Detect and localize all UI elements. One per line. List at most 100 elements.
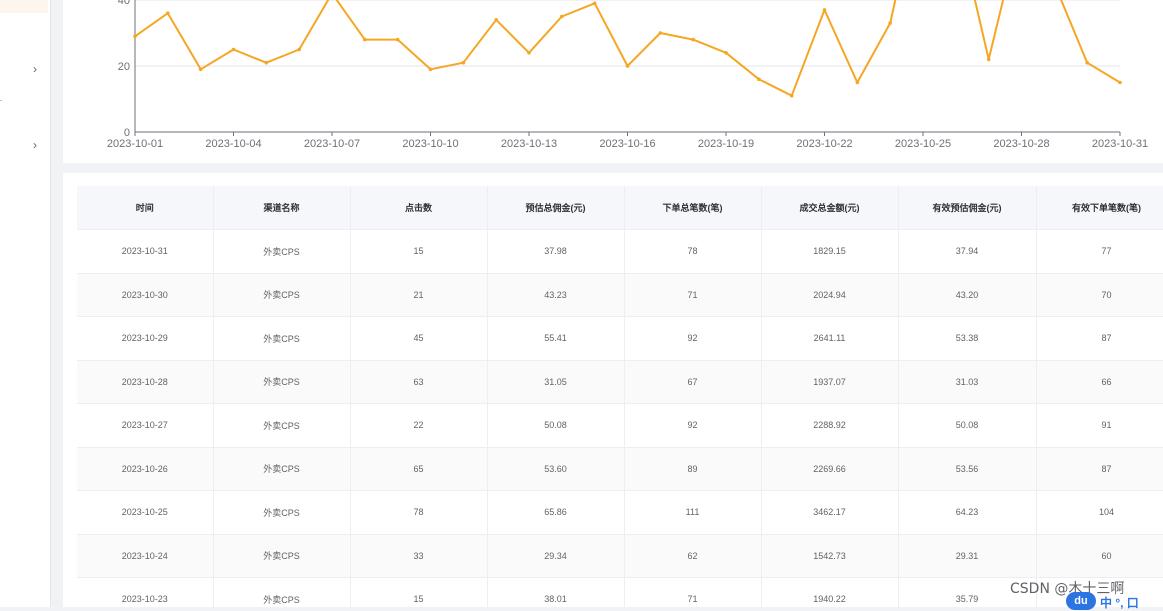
table-cell: 15 <box>350 229 488 274</box>
data-point <box>1118 80 1122 85</box>
table-cell: 外卖CPS <box>213 273 351 317</box>
table-cell: 62 <box>624 534 762 578</box>
series-line <box>134 0 1121 97</box>
table-cell: 37.98 <box>487 229 625 274</box>
table-cell: 87 <box>1036 447 1163 491</box>
table-cell: 31.03 <box>898 360 1037 404</box>
data-point <box>494 18 498 22</box>
x-tick-label: 2023-10-07 <box>304 138 360 150</box>
ime-toolbar[interactable]: 中 °, 口 <box>1100 596 1139 610</box>
data-point <box>855 80 860 85</box>
chevron-right-icon[interactable]: › <box>33 138 37 152</box>
table-cell: 50.08 <box>898 403 1037 448</box>
table-cell: 2024.94 <box>761 273 899 317</box>
table-cell: 65 <box>350 447 488 491</box>
data-point <box>888 21 892 25</box>
table-row[interactable]: 2023-10-29 外卖CPS 45 55.41 92 2641.11 53.38 87 <box>77 316 1163 361</box>
table-cell: 53.60 <box>487 447 625 491</box>
column-header: 点击数 <box>350 186 488 230</box>
table-row[interactable]: 2023-10-28 外卖CPS 63 31.05 67 1937.07 31.03 66 <box>77 360 1163 404</box>
table-cell: 37.94 <box>898 229 1037 274</box>
table-cell: 2288.92 <box>761 403 899 448</box>
table-cell: 31.05 <box>487 360 625 404</box>
table-row[interactable]: 2023-10-30 外卖CPS 21 43.23 71 2024.94 43.20 70 <box>77 273 1163 317</box>
table-cell: 1937.07 <box>761 360 899 404</box>
column-header: 有效预估佣金(元) <box>898 186 1037 230</box>
data-point <box>395 37 400 42</box>
x-tick-label: 2023-10-31 <box>1092 138 1148 150</box>
table-cell: 15 <box>350 577 488 607</box>
table-row[interactable]: 2023-10-31 外卖CPS 15 37.98 78 1829.15 37.94 77 <box>77 229 1163 274</box>
data-table: 时间 渠道名称 点击数 预估总佣金(元) 下单总笔数(笔) 成交总金额(元) 有效预估佣金(… <box>77 186 1163 607</box>
data-point <box>625 64 630 68</box>
table-cell: 2023-10-23 <box>77 577 214 607</box>
table-cell: 2023-10-24 <box>77 534 214 578</box>
table-cell: 65.86 <box>487 490 625 535</box>
table-cell: 2023-10-30 <box>77 273 214 317</box>
sidebar: › › <box>0 0 51 607</box>
x-tick-label: 2023-10-25 <box>895 138 951 150</box>
table-cell: 2023-10-25 <box>77 490 214 535</box>
table-cell: 1940.22 <box>761 577 899 607</box>
table-cell: 71 <box>624 273 762 317</box>
x-tick-label: 2023-10-10 <box>402 138 458 150</box>
chart-card: 0 20 40 2023-10-01 2023-10-04 2023-10-07 2023-… <box>63 0 1163 163</box>
table-cell <box>1036 577 1163 607</box>
table-cell: 104 <box>1036 490 1163 535</box>
table-cell: 2023-10-29 <box>77 316 214 361</box>
column-header: 预估总佣金(元) <box>487 186 625 230</box>
table-cell: 2023-10-31 <box>77 229 214 274</box>
x-tick-label: 2023-10-01 <box>107 138 163 150</box>
table-row[interactable]: 2023-10-27 外卖CPS 22 50.08 92 2288.92 50.08 91 <box>77 403 1163 448</box>
table-cell: 92 <box>624 403 762 448</box>
table-row[interactable]: 2023-10-24 外卖CPS 33 29.34 62 1542.73 29.31 60 <box>77 534 1163 578</box>
table-cell: 外卖CPS <box>213 577 351 607</box>
table-cell: 1542.73 <box>761 534 899 578</box>
chevron-right-icon[interactable]: › <box>33 62 37 76</box>
data-point <box>428 67 433 72</box>
table-cell: 63 <box>350 360 488 404</box>
data-point <box>166 11 170 15</box>
data-point <box>297 47 301 52</box>
table-cell: 35.79 <box>898 577 1037 607</box>
divider <box>0 100 2 101</box>
table-cell: 2641.11 <box>761 316 899 361</box>
x-tick-label: 2023-10-22 <box>796 138 852 150</box>
table-cell: 外卖CPS <box>213 534 351 578</box>
table-cell: 21 <box>350 273 488 317</box>
table-cell: 70 <box>1036 273 1163 317</box>
data-point <box>198 67 203 72</box>
data-point <box>133 34 137 39</box>
table-cell: 外卖CPS <box>213 490 351 535</box>
table-cell: 78 <box>350 490 488 535</box>
x-tick-label: 2023-10-28 <box>993 138 1049 150</box>
table-cell: 71 <box>624 577 762 607</box>
column-header: 成交总金额(元) <box>761 186 899 230</box>
table-cell: 53.38 <box>898 316 1037 361</box>
table-row[interactable]: 2023-10-26 外卖CPS 65 53.60 89 2269.66 53.56 87 <box>77 447 1163 491</box>
table-cell: 外卖CPS <box>213 403 351 448</box>
table-card: 时间 渠道名称 点击数 预估总佣金(元) 下单总笔数(笔) 成交总金额(元) 有效预估佣金(… <box>63 173 1163 607</box>
x-tick-label: 2023-10-19 <box>698 138 754 150</box>
table-cell: 67 <box>624 360 762 404</box>
table-cell: 1829.15 <box>761 229 899 274</box>
table-row[interactable]: 2023-10-25 外卖CPS 78 65.86 111 3462.17 64.23 104 <box>77 490 1163 535</box>
column-header: 下单总笔数(笔) <box>624 186 762 230</box>
data-point <box>1085 60 1089 65</box>
column-header: 渠道名称 <box>213 186 351 230</box>
table-header-row: 时间 渠道名称 点击数 预估总佣金(元) 下单总笔数(笔) 成交总金额(元) 有效预估佣金(… <box>77 186 1163 230</box>
table-cell: 外卖CPS <box>213 316 351 361</box>
data-point <box>724 51 728 55</box>
sidebar-active-item[interactable] <box>0 0 48 13</box>
table-cell: 外卖CPS <box>213 447 351 491</box>
table-cell: 87 <box>1036 316 1163 361</box>
du-logo-icon[interactable]: du <box>1066 592 1096 610</box>
x-tick-label: 2023-10-16 <box>599 138 655 150</box>
table-cell: 22 <box>350 403 488 448</box>
table-cell: 91 <box>1036 403 1163 448</box>
column-header: 时间 <box>77 186 214 230</box>
table-cell: 外卖CPS <box>213 229 351 274</box>
table-cell: 29.34 <box>487 534 625 578</box>
table-row[interactable]: 2023-10-23 外卖CPS 15 38.01 71 1940.22 35.79 <box>77 577 1163 607</box>
table-cell: 38.01 <box>487 577 625 607</box>
